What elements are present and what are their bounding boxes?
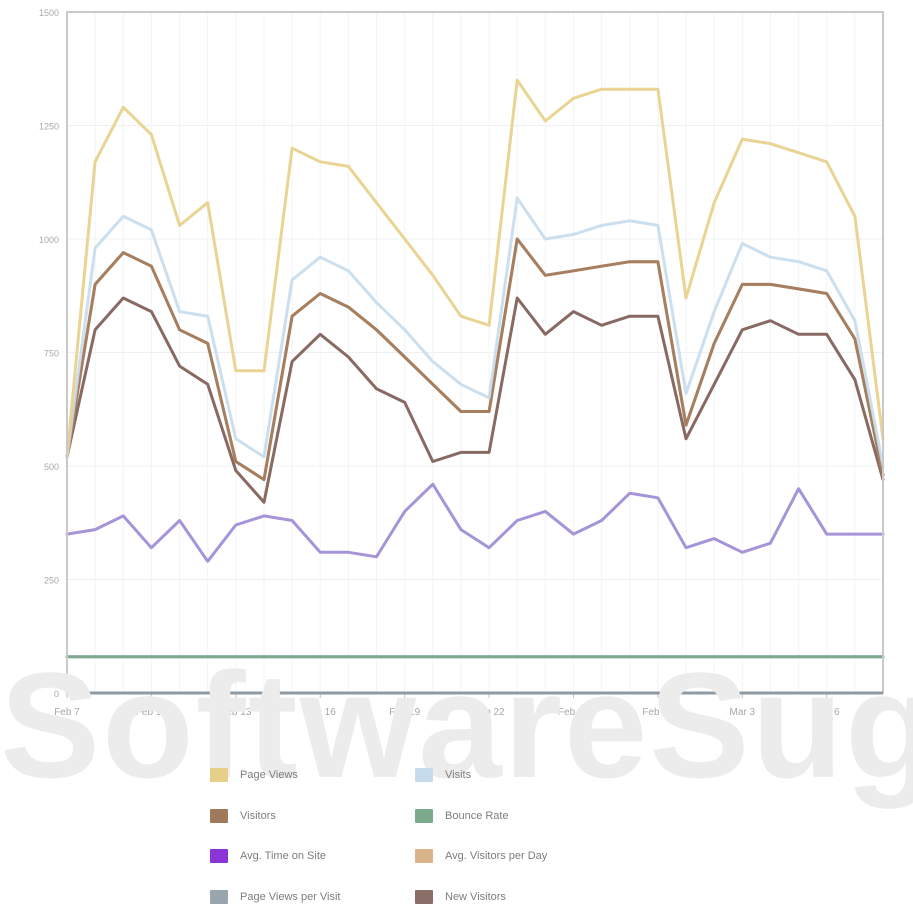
legend-swatch <box>415 809 433 823</box>
y-tick-label: 1250 <box>39 122 59 132</box>
x-tick-label: Feb 19 <box>389 707 421 718</box>
x-tick-label: Feb 28 <box>642 707 674 718</box>
x-tick-label: Feb 13 <box>220 707 252 718</box>
legend-item-avg-visitors-per-day[interactable]: Avg. Visitors per Day <box>415 846 547 866</box>
legend-label: New Visitors <box>445 891 506 903</box>
x-tick-label: Feb 16 <box>305 707 337 718</box>
y-tick-label: 0 <box>54 689 59 699</box>
legend-label: Avg. Visitors per Day <box>445 850 548 862</box>
series-line-avg-time-on-site <box>65 482 885 563</box>
legend-swatch <box>210 890 228 904</box>
legend-swatch <box>415 849 433 863</box>
y-tick-label: 750 <box>44 349 59 359</box>
x-tick-label: Feb 7 <box>54 707 80 718</box>
watermark: SoftwareSugg <box>0 641 913 809</box>
x-tick-label: Mar 6 <box>814 707 840 718</box>
y-tick-label: 500 <box>44 462 59 472</box>
legend-label: Visits <box>445 769 472 781</box>
series-line-visits <box>65 196 885 468</box>
legend-item-new-visitors[interactable]: New Visitors <box>415 887 506 907</box>
x-tick-label: Feb 25 <box>558 707 590 718</box>
legend-item-page-views-per-visit[interactable]: Page Views per Visit <box>210 887 340 907</box>
legend-swatch <box>210 768 228 782</box>
series-line-page-views <box>65 78 885 459</box>
legend-item-visits[interactable]: Visits <box>415 765 471 785</box>
legend-swatch <box>415 768 433 782</box>
x-tick-label: Mar 3 <box>730 707 756 718</box>
legend-label: Visitors <box>240 810 276 822</box>
legend-label: Page Views per Visit <box>240 891 341 903</box>
legend-item-page-views[interactable]: Page Views <box>210 765 298 785</box>
y-tick-label: 1000 <box>39 235 59 245</box>
x-tick-label: Feb 22 <box>473 707 505 718</box>
legend-item-bounce-rate[interactable]: Bounce Rate <box>415 806 509 826</box>
y-tick-label: 250 <box>44 576 59 586</box>
legend-item-avg-time-on-site[interactable]: Avg. Time on Site <box>210 846 326 866</box>
legend-label: Avg. Time on Site <box>240 850 327 862</box>
legend-swatch <box>210 849 228 863</box>
legend-item-visitors[interactable]: Visitors <box>210 806 276 826</box>
legend-swatch <box>210 809 228 823</box>
legend-label: Page Views <box>240 769 298 781</box>
y-tick-label: 1500 <box>39 8 59 18</box>
x-tick-label: Feb 10 <box>136 707 168 718</box>
series-line-new-visitors <box>65 296 885 504</box>
series-line-visitors <box>65 237 885 482</box>
legend-swatch <box>415 890 433 904</box>
legend-label: Bounce Rate <box>445 810 509 822</box>
